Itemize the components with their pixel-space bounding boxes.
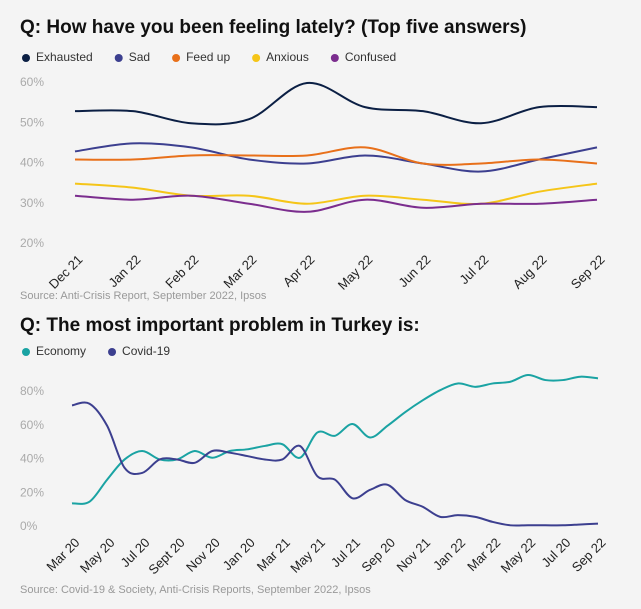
x-tick-label: Mar 22 — [220, 252, 259, 291]
y-tick-label: 60% — [20, 418, 44, 432]
x-tick-label: Mar 20 — [43, 535, 82, 574]
x-tick-label: Sep 22 — [568, 252, 608, 292]
x-tick-label: Sep 22 — [569, 535, 609, 575]
x-tick-label: May 22 — [498, 535, 539, 576]
legend-marker — [252, 54, 261, 62]
legend-marker — [114, 54, 123, 62]
chart-title: Q: The most important problem in Turkey … — [20, 315, 420, 336]
source: Source: Covid-19 & Society, Anti-Crisis … — [20, 584, 371, 596]
legend-marker — [22, 54, 30, 62]
legend-label: Sad — [129, 50, 150, 64]
x-tick-label: Jan 20 — [220, 535, 258, 573]
series-line — [74, 146, 598, 166]
x-tick-label: Jan 22 — [105, 252, 143, 290]
y-tick-label: 20% — [20, 485, 44, 499]
x-tick-label: Feb 22 — [162, 252, 201, 291]
series-line — [74, 81, 598, 126]
series-line — [74, 142, 598, 173]
chart-title: Q: How have you been feeling lately? (To… — [20, 17, 526, 38]
x-tick-label: May 20 — [77, 535, 118, 576]
y-tick-label: 50% — [20, 115, 44, 129]
x-tick-label: Jul 22 — [456, 252, 491, 287]
x-tick-label: Dec 21 — [46, 252, 86, 292]
legend-label: Confused — [345, 50, 396, 64]
y-tick-label: 60% — [20, 75, 44, 89]
x-tick-label: May 22 — [335, 252, 376, 293]
y-tick-label: 40% — [20, 452, 44, 466]
y-tick-label: 40% — [20, 156, 44, 170]
legend-marker — [330, 54, 339, 62]
x-tick-label: Mar 21 — [254, 535, 293, 574]
x-tick-label: May 21 — [287, 535, 328, 576]
legend-label: Feed up — [186, 50, 230, 64]
series-line — [71, 401, 599, 527]
x-tick-label: Aug 22 — [510, 252, 550, 292]
legend-label: Economy — [36, 344, 86, 358]
series-line — [71, 374, 599, 505]
y-tick-label: 80% — [20, 384, 44, 398]
legend-label: Exhausted — [36, 50, 93, 64]
series-line — [74, 182, 598, 206]
legend-marker — [108, 348, 117, 356]
x-tick-label: Mar 22 — [464, 535, 503, 574]
legend-marker — [172, 54, 181, 62]
legend-label: Covid-19 — [122, 344, 170, 358]
y-tick-label: 20% — [20, 236, 44, 250]
x-tick-label: Jan 22 — [430, 535, 468, 573]
x-tick-label: Nov 20 — [183, 535, 223, 575]
x-tick-label: Sept 20 — [145, 535, 187, 577]
legend-marker — [22, 348, 30, 356]
y-tick-label: 0% — [20, 519, 38, 533]
legend-label: Anxious — [266, 50, 309, 64]
x-tick-label: Nov 21 — [393, 535, 433, 575]
y-tick-label: 30% — [20, 196, 44, 210]
x-tick-label: Jun 22 — [395, 252, 433, 290]
series-line — [74, 194, 598, 213]
x-tick-label: Apr 22 — [280, 252, 318, 290]
x-tick-label: Sep 20 — [358, 535, 398, 575]
source: Source: Anti-Crisis Report, September 20… — [20, 290, 267, 302]
